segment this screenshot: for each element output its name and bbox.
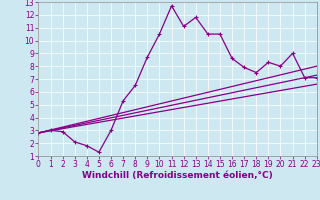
X-axis label: Windchill (Refroidissement éolien,°C): Windchill (Refroidissement éolien,°C) <box>82 171 273 180</box>
